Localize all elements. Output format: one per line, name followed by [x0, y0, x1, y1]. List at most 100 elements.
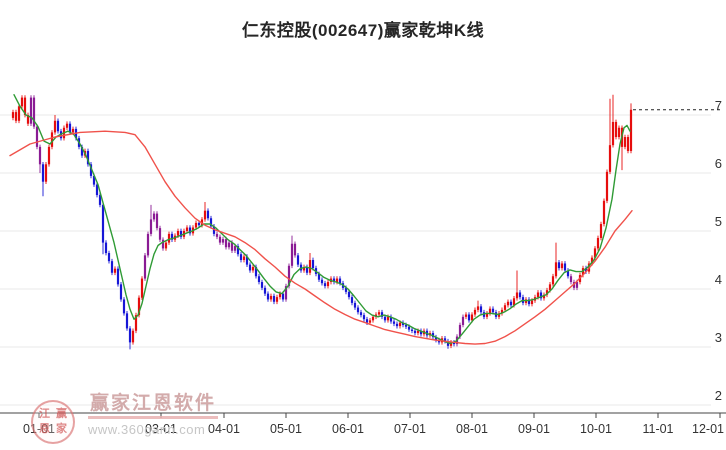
candle-body: [251, 266, 255, 271]
candle-body: [392, 321, 396, 324]
y-axis-label: 5: [715, 214, 722, 229]
candle-body: [506, 301, 510, 306]
candle-body: [266, 293, 270, 300]
candle-body: [290, 243, 294, 266]
candle-body: [176, 231, 180, 236]
watermark-url-text: www.360gann.com: [88, 422, 206, 437]
candle-body: [245, 256, 249, 265]
candle-body: [527, 299, 531, 305]
candle-body: [575, 282, 579, 288]
candle-body: [407, 326, 411, 330]
candle-body: [449, 342, 453, 346]
candle-body: [479, 306, 483, 313]
candle-body: [14, 112, 18, 121]
candle-body: [356, 307, 360, 313]
candle-body: [461, 316, 465, 325]
candle-body: [155, 213, 159, 229]
candle-body: [332, 278, 336, 283]
y-axis-label: 2: [715, 388, 722, 403]
candle-body: [608, 145, 612, 172]
candle-body: [137, 297, 141, 316]
candle-body: [44, 164, 48, 182]
candle-body: [248, 264, 252, 271]
candle-body: [143, 255, 147, 279]
candle-body: [500, 309, 504, 314]
candle-body: [17, 106, 21, 121]
candle-body: [125, 313, 129, 329]
candle-body: [98, 195, 102, 205]
candle-body: [614, 121, 618, 138]
candle-body: [545, 290, 549, 295]
x-axis-label: 03-01: [145, 422, 177, 436]
y-axis-label: 4: [715, 272, 722, 287]
candle-body: [518, 292, 522, 298]
candle-body: [167, 233, 171, 243]
candle-body: [236, 246, 240, 255]
x-axis-label: 10-01: [580, 422, 612, 436]
candle-body: [95, 184, 99, 196]
candle-body: [350, 297, 354, 303]
candle-body: [197, 222, 201, 226]
candle-body: [296, 255, 300, 265]
x-axis-label: 05-01: [270, 422, 302, 436]
candle-body: [206, 210, 210, 219]
candle-body: [410, 329, 414, 331]
seal-char: 家: [56, 423, 67, 435]
candle-body: [179, 231, 183, 237]
candle-body: [464, 314, 468, 317]
candle-body: [629, 109, 633, 151]
candle-body: [131, 330, 135, 343]
candle-body: [224, 239, 228, 248]
candle-body: [602, 200, 606, 225]
candle-body: [263, 287, 267, 294]
candle-body: [311, 260, 315, 269]
candle-body: [68, 123, 72, 133]
candle-body: [434, 337, 438, 341]
candle-body: [161, 239, 165, 249]
candle-body: [320, 279, 324, 284]
candle-body: [47, 146, 51, 165]
candle-body: [398, 322, 402, 327]
candle-body: [89, 164, 93, 176]
candle-body: [218, 236, 222, 243]
candle-body: [281, 293, 285, 300]
candle-body: [29, 97, 33, 124]
candle-body: [326, 282, 330, 287]
candle-body: [473, 309, 477, 315]
candle-body: [284, 286, 288, 300]
candle-body: [362, 315, 366, 320]
candle-body: [50, 132, 54, 147]
candle-body: [560, 263, 564, 269]
seal-char: 赢: [56, 408, 67, 420]
candle-body: [170, 233, 174, 240]
candle-body: [488, 308, 492, 314]
candle-body: [548, 284, 552, 291]
candle-body: [302, 266, 306, 271]
seal-char: 江: [39, 408, 50, 420]
candle-body: [122, 299, 126, 314]
candle-body: [413, 330, 417, 334]
candle-body: [386, 316, 390, 321]
candle-body: [158, 228, 162, 240]
candle-body: [347, 291, 351, 298]
candle-body: [476, 306, 480, 310]
candle-body: [239, 254, 243, 260]
candle-body: [395, 323, 399, 327]
x-axis-label: 09-01: [518, 422, 550, 436]
candle-body: [536, 292, 540, 298]
candle-body: [269, 295, 273, 300]
candle-body: [416, 330, 420, 334]
candle-body: [509, 301, 513, 306]
candle-body: [335, 278, 339, 283]
candle-body: [65, 123, 69, 128]
candle-body: [257, 276, 261, 283]
candle-body: [383, 316, 387, 321]
short-term-indicator-line: [13, 93, 631, 345]
candle-body: [185, 227, 189, 231]
candle-body: [452, 342, 456, 345]
x-axis-label: 06-01: [332, 422, 364, 436]
candle-body: [512, 298, 516, 306]
candle-body: [569, 276, 573, 283]
candle-body: [56, 120, 60, 132]
candle-body: [41, 164, 45, 182]
